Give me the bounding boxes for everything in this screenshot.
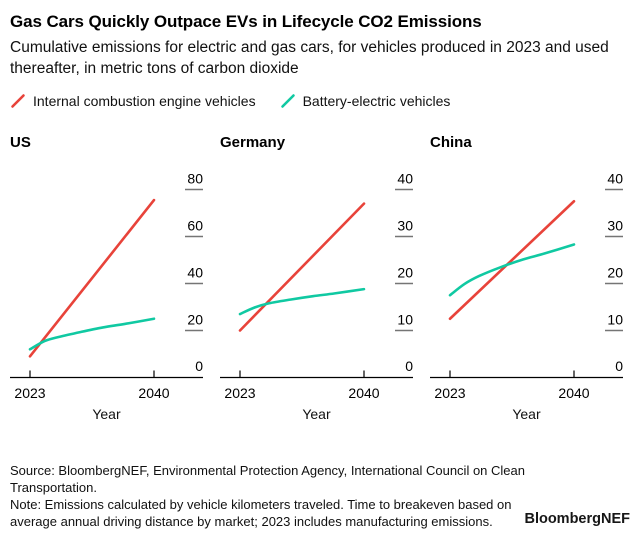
x-tick-label: 2040 (348, 385, 379, 401)
y-tick-label: 40 (607, 170, 623, 186)
chart-svg-germany: 2023 2040 0 10 20 30 40 (220, 170, 413, 401)
series-line-ice (28, 198, 156, 358)
chart-panel-us: US 2023 2040 0 20 40 60 80 Year (10, 134, 220, 422)
x-tick-label: 2023 (14, 385, 45, 401)
legend-item-ice: Internal combustion engine vehicles (10, 93, 256, 109)
y-tick-label: 40 (397, 170, 413, 186)
page-subtitle: Cumulative emissions for electric and ga… (10, 39, 609, 78)
y-tick-label: 10 (397, 311, 413, 327)
y-tick-label: 20 (607, 264, 623, 280)
panel-title-us: US (10, 133, 31, 151)
y-tick-label: 30 (607, 217, 623, 233)
series-line-bev (448, 242, 576, 297)
series-line-bev (238, 287, 366, 316)
x-tick-label: 2040 (138, 385, 169, 401)
y-tick-label: 0 (195, 358, 203, 374)
note-text: Note: Emissions calculated by vehicle ki… (10, 496, 512, 529)
page-title: Gas Cars Quickly Outpace EVs in Lifecycl… (10, 12, 482, 31)
x-tick-label: 2040 (558, 385, 589, 401)
panel-title-china: China (430, 133, 472, 151)
legend-item-bev: Battery-electric vehicles (280, 92, 451, 109)
charts-row: US 2023 2040 0 20 40 60 80 Year Germany 2023 20… (10, 134, 630, 422)
y-tick-label: 80 (187, 170, 203, 186)
legend-label-ice: Internal combustion engine vehicles (33, 92, 256, 109)
x-axis-label-germany: Year (302, 405, 331, 422)
series-line-bev (28, 317, 156, 351)
y-tick-label: 20 (187, 311, 203, 327)
y-tick-label: 40 (187, 264, 203, 280)
y-tick-label: 10 (607, 311, 623, 327)
legend: Internal combustion engine vehicles Batt… (10, 93, 630, 109)
footer: Source: BloombergNEF, Environmental Prot… (10, 462, 630, 530)
ice-line-swatch-icon (11, 93, 25, 108)
series-line-ice (448, 199, 576, 320)
x-tick-label: 2023 (224, 385, 255, 401)
panel-title-germany: Germany (220, 133, 286, 151)
bev-line-swatch-icon (280, 93, 295, 108)
y-tick-label: 0 (405, 358, 413, 374)
x-tick-label: 2023 (434, 385, 465, 401)
bloombergnef-logo: BloombergNEF (524, 510, 630, 527)
chart-svg-china: 2023 2040 0 10 20 30 40 (430, 170, 623, 401)
x-axis-label-us: Year (92, 405, 121, 422)
y-tick-label: 0 (615, 358, 623, 374)
legend-label-bev: Battery-electric vehicles (302, 92, 451, 109)
x-axis-label-china: Year (512, 405, 541, 422)
chart-panel-china: China 2023 2040 0 10 20 30 40 Year (430, 134, 640, 422)
source-text: Source: BloombergNEF, Environmental Prot… (10, 462, 525, 495)
chart-panel-germany: Germany 2023 2040 0 10 20 30 40 Year (220, 134, 430, 422)
y-tick-label: 30 (397, 217, 413, 233)
y-tick-label: 20 (397, 264, 413, 280)
y-tick-label: 60 (187, 217, 203, 233)
series-line-ice (238, 202, 366, 332)
